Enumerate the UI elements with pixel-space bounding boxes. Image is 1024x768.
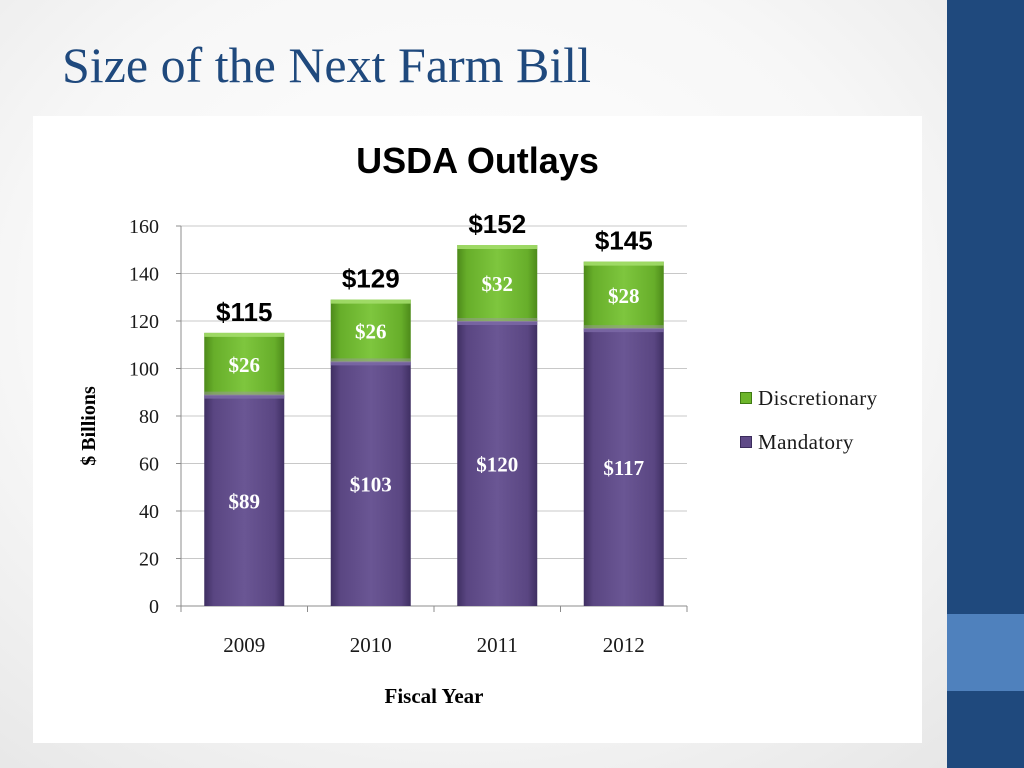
bar-mandatory-2009 [204, 394, 285, 606]
data-label-mandatory: $89 [229, 489, 261, 513]
x-tick-label: 2011 [477, 633, 518, 657]
y-tick-label: 60 [139, 454, 159, 476]
y-axis-title: $ Billions [78, 386, 100, 466]
legend-item-discretionary: Discretionary [740, 384, 878, 412]
data-label-mandatory: $103 [350, 473, 392, 497]
bar-discretionary-2011 [457, 245, 538, 321]
bar-discretionary-top-edge [204, 332, 285, 337]
chart-title: USDA Outlays [356, 140, 599, 181]
data-label-discretionary: $26 [229, 353, 261, 377]
bar-mandatory-top-edge [583, 328, 664, 333]
legend-label-discretionary: Discretionary [758, 385, 878, 410]
x-tick-label: 2012 [603, 633, 645, 657]
y-tick-label: 0 [149, 596, 159, 618]
data-label-discretionary: $26 [355, 320, 387, 344]
bar-discretionary-2010 [330, 299, 411, 362]
y-tick-label: 120 [129, 311, 159, 333]
chart-legend: Discretionary Mandatory [740, 384, 878, 472]
bar-mandatory-2011 [457, 321, 538, 606]
y-tick-label: 80 [139, 406, 159, 428]
y-tick-label: 160 [129, 216, 159, 238]
bar-mandatory-top-edge [204, 394, 285, 399]
data-label-mandatory: $120 [476, 453, 518, 477]
bar-discretionary-2009 [204, 332, 285, 395]
bar-mandatory-2010 [330, 361, 411, 606]
data-label-discretionary: $32 [482, 272, 514, 296]
y-tick-label: 20 [139, 549, 159, 571]
legend-label-mandatory: Mandatory [758, 429, 854, 454]
y-tick-label: 100 [129, 359, 159, 381]
bar-discretionary-2012 [583, 261, 664, 329]
legend-item-mandatory: Mandatory [740, 428, 878, 456]
bar-discretionary-top-edge [330, 299, 411, 304]
right-decor-accent [947, 614, 1024, 691]
y-tick-label: 140 [129, 264, 159, 286]
x-tick-label: 2010 [350, 633, 392, 657]
bar-discretionary-top-edge [583, 261, 664, 266]
bar-segment-divider [457, 318, 538, 322]
data-label-total: $115 [216, 297, 272, 327]
x-tick-label: 2009 [223, 633, 265, 657]
data-label-total: $129 [342, 264, 400, 294]
slide-title: Size of the Next Farm Bill [62, 37, 592, 93]
data-label-mandatory: $117 [603, 456, 644, 480]
bar-mandatory-2012 [583, 328, 664, 606]
bar-discretionary-top-edge [457, 245, 538, 249]
legend-swatch-mandatory [740, 436, 752, 448]
x-axis-title: Fiscal Year [385, 684, 484, 708]
legend-swatch-discretionary [740, 392, 752, 404]
usda-outlays-chart: 0 20 40 60 80 100 120 140 160 $ Billions Fiscal Y… [78, 209, 688, 708]
data-label-total: $145 [595, 226, 653, 256]
y-tick-label: 40 [139, 501, 159, 523]
bar-segment-divider [330, 358, 411, 363]
data-label-discretionary: $28 [608, 284, 640, 308]
data-label-total: $152 [468, 209, 526, 239]
chart-panel: 0 20 40 60 80 100 120 140 160 $ Billions Fiscal Y… [33, 116, 922, 743]
bar-segment-divider [583, 325, 664, 330]
bar-segment-divider [204, 391, 285, 396]
bar-mandatory-top-edge [457, 321, 538, 325]
bar-mandatory-top-edge [330, 361, 411, 366]
